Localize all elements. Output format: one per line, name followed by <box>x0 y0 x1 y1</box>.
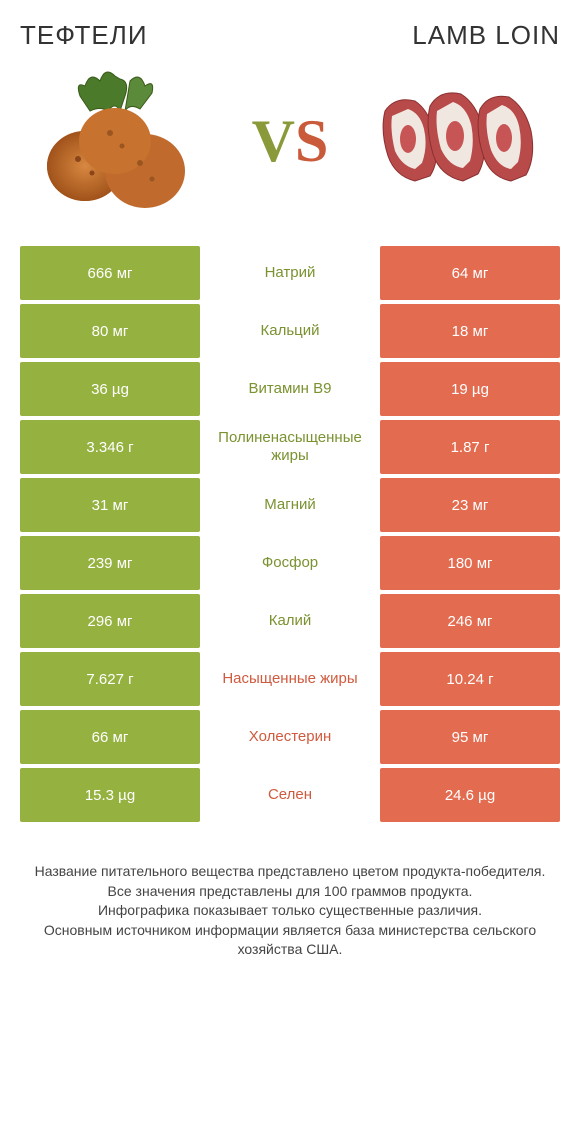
table-row: 36 µgВитамин B919 µg <box>20 362 560 416</box>
vs-s: S <box>295 108 328 174</box>
cell-nutrient: Холестерин <box>200 710 380 764</box>
table-row: 80 мгКальций18 мг <box>20 304 560 358</box>
title-right: LAMB LOIN <box>412 20 560 51</box>
footer-line: Название питательного вещества представл… <box>30 862 550 882</box>
footer-line: Все значения представлены для 100 граммо… <box>30 882 550 902</box>
cell-nutrient: Селен <box>200 768 380 822</box>
footer-line: Инфографика показывает только существенн… <box>30 901 550 921</box>
cell-left: 36 µg <box>20 362 200 416</box>
cell-left: 3.346 г <box>20 420 200 474</box>
cell-right: 95 мг <box>380 710 560 764</box>
cell-right: 246 мг <box>380 594 560 648</box>
cell-nutrient: Полиненасыщенные жиры <box>200 420 380 474</box>
cell-right: 180 мг <box>380 536 560 590</box>
header: ТЕФТЕЛИ LAMB LOIN <box>20 20 560 51</box>
cell-right: 18 мг <box>380 304 560 358</box>
cell-right: 24.6 µg <box>380 768 560 822</box>
table-row: 3.346 гПолиненасыщенные жиры1.87 г <box>20 420 560 474</box>
cell-nutrient: Насыщенные жиры <box>200 652 380 706</box>
footer-text: Название питательного вещества представл… <box>20 862 560 960</box>
cell-left: 31 мг <box>20 478 200 532</box>
vs-v: V <box>252 108 295 174</box>
cell-right: 19 µg <box>380 362 560 416</box>
cell-left: 296 мг <box>20 594 200 648</box>
cell-right: 10.24 г <box>380 652 560 706</box>
cell-left: 666 мг <box>20 246 200 300</box>
cell-nutrient: Фосфор <box>200 536 380 590</box>
table-row: 7.627 гНасыщенные жиры10.24 г <box>20 652 560 706</box>
cell-nutrient: Калий <box>200 594 380 648</box>
table-row: 66 мгХолестерин95 мг <box>20 710 560 764</box>
table-row: 15.3 µgСелен24.6 µg <box>20 768 560 822</box>
cell-left: 7.627 г <box>20 652 200 706</box>
cell-right: 23 мг <box>380 478 560 532</box>
cell-nutrient: Витамин B9 <box>200 362 380 416</box>
cell-left: 66 мг <box>20 710 200 764</box>
cell-left: 80 мг <box>20 304 200 358</box>
infographic-container: ТЕФТЕЛИ LAMB LOIN VS <box>0 0 580 980</box>
table-row: 296 мгКалий246 мг <box>20 594 560 648</box>
cell-nutrient: Магний <box>200 478 380 532</box>
comparison-table: 666 мгНатрий64 мг80 мгКальций18 мг36 µgВ… <box>20 246 560 822</box>
cell-left: 239 мг <box>20 536 200 590</box>
vs-label: VS <box>252 107 329 176</box>
images-row: VS <box>20 61 560 221</box>
lamb-image <box>370 61 550 221</box>
cell-nutrient: Кальций <box>200 304 380 358</box>
table-row: 239 мгФосфор180 мг <box>20 536 560 590</box>
table-row: 666 мгНатрий64 мг <box>20 246 560 300</box>
cell-nutrient: Натрий <box>200 246 380 300</box>
title-left: ТЕФТЕЛИ <box>20 20 148 51</box>
table-row: 31 мгМагний23 мг <box>20 478 560 532</box>
meatball-image <box>30 61 210 221</box>
cell-right: 64 мг <box>380 246 560 300</box>
cell-right: 1.87 г <box>380 420 560 474</box>
cell-left: 15.3 µg <box>20 768 200 822</box>
footer-line: Основным источником информации является … <box>30 921 550 960</box>
